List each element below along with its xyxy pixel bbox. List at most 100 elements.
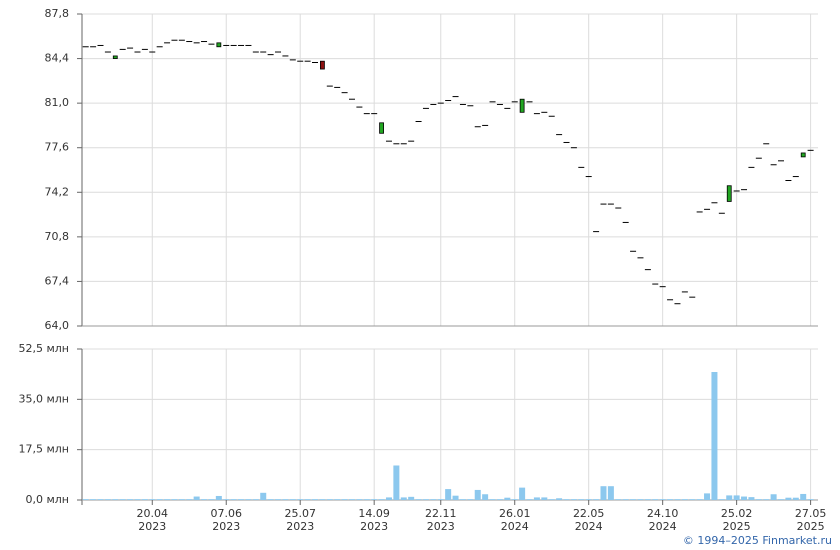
bar — [400, 497, 407, 500]
bar — [304, 499, 311, 500]
y-tick-label: 67,4 — [45, 274, 70, 287]
bar — [223, 499, 230, 500]
bar — [570, 499, 577, 500]
bar — [511, 499, 518, 500]
bar — [578, 499, 585, 500]
bar — [652, 499, 659, 500]
bar — [489, 499, 496, 500]
bar — [245, 499, 252, 500]
bar — [459, 499, 466, 500]
bar — [689, 499, 696, 500]
bar — [208, 499, 215, 500]
bar — [378, 499, 385, 500]
x-tick-label: 07.06 2023 — [210, 507, 242, 533]
y-tick-label: 64,0 — [45, 319, 70, 332]
x-tick-label: 22.11 2023 — [425, 507, 457, 533]
bar — [422, 499, 429, 500]
x-tick-label: 26.01 2024 — [498, 507, 531, 533]
bar — [681, 499, 688, 500]
bar — [186, 499, 193, 500]
bar — [445, 489, 452, 500]
bar — [97, 499, 104, 500]
bar — [800, 493, 807, 500]
bar — [474, 489, 481, 500]
bar — [741, 496, 748, 500]
bar — [785, 497, 792, 500]
bar — [252, 499, 259, 500]
y-tick-label: 52,5 млн — [18, 342, 69, 355]
bar — [607, 486, 614, 500]
y-tick-label: 81,0 — [45, 96, 70, 109]
bar — [504, 497, 511, 500]
bar — [415, 499, 422, 500]
bar — [141, 499, 148, 500]
y-tick-label: 84,4 — [45, 52, 70, 65]
bar — [127, 499, 134, 500]
bar — [297, 499, 304, 500]
bar — [726, 495, 733, 500]
candle — [216, 42, 222, 48]
y-tick-label: 70,8 — [45, 230, 70, 243]
bar — [326, 499, 333, 500]
bar — [363, 499, 370, 500]
bar — [563, 499, 570, 500]
bar — [644, 499, 651, 500]
x-tick-label: 24.10 2024 — [646, 507, 679, 533]
x-tick-label: 25.02 2025 — [720, 507, 753, 533]
candle — [320, 60, 325, 70]
bar — [171, 499, 178, 500]
bar — [289, 499, 296, 500]
bar — [482, 494, 489, 500]
bar — [437, 499, 444, 500]
x-tick-label: 22.05 2024 — [572, 507, 605, 533]
candle — [519, 98, 525, 113]
y-tick-label: 17,5 млн — [18, 443, 69, 456]
bar — [385, 497, 392, 500]
bar — [149, 499, 156, 500]
candle — [379, 122, 384, 134]
y-tick-label: 87,8 — [45, 7, 70, 20]
bar — [704, 493, 711, 500]
bar — [275, 499, 282, 500]
bar — [238, 499, 245, 500]
bar — [748, 497, 755, 500]
bar — [348, 499, 355, 500]
bar — [408, 496, 415, 500]
x-tick-label: 25.07 2023 — [284, 507, 316, 533]
bar — [90, 499, 97, 500]
bar — [156, 499, 163, 500]
bar — [696, 499, 703, 500]
bar — [193, 496, 200, 500]
bar — [667, 499, 674, 500]
bar — [622, 499, 629, 500]
y-tick-label: 0,0 млн — [25, 493, 69, 506]
bar — [312, 499, 319, 500]
bar — [674, 499, 681, 500]
bar — [630, 499, 637, 500]
x-tick-label: 27.05 2025 — [794, 507, 827, 533]
bar — [718, 499, 725, 500]
bar — [119, 499, 126, 500]
candle — [112, 55, 118, 59]
bar — [282, 499, 289, 500]
bar — [519, 487, 526, 500]
bar — [112, 499, 119, 500]
bar — [267, 499, 274, 500]
credit: © 1994–2025 Finmarket.ru — [682, 534, 832, 547]
y-tick-label: 74,2 — [45, 185, 70, 198]
bar — [733, 495, 740, 500]
bar — [792, 497, 799, 500]
bar — [496, 499, 503, 500]
bar — [467, 499, 474, 500]
bar — [615, 499, 622, 500]
bar — [637, 499, 644, 500]
bar — [82, 499, 89, 500]
y-tick-label: 35,0 млн — [18, 392, 69, 405]
bar — [178, 499, 185, 500]
bar — [215, 495, 222, 500]
bar — [600, 486, 607, 500]
bar — [260, 492, 267, 500]
bar — [763, 499, 770, 500]
